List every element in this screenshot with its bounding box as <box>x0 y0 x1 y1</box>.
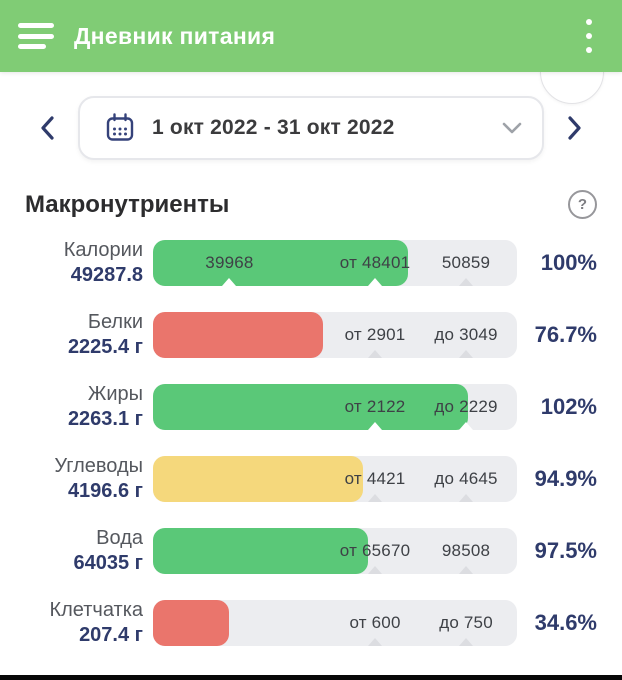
nutrient-row: Клетчатка 207.4 г от 600 до 750 34.6% <box>25 587 597 659</box>
nutrient-progress-fill <box>153 384 468 430</box>
date-selector-row: 1 окт 2022 - 31 окт 2022 <box>30 96 592 160</box>
nutrient-value: 207.4 г <box>79 624 143 646</box>
nutrient-labels: Углеводы 4196.6 г <box>25 454 153 504</box>
calendar-icon <box>104 112 136 144</box>
nutrient-labels: Белки 2225.4 г <box>25 310 153 360</box>
nutrient-progress-fill <box>153 456 364 502</box>
nutrient-progress-fill <box>153 600 230 646</box>
bar-marker-label: до 2229 <box>434 397 498 416</box>
bar-marker-notch <box>368 638 383 646</box>
nutrient-percent: 97.5% <box>534 538 597 563</box>
system-navigation-bar <box>0 675 622 680</box>
nutrient-progress-bar: от 4421 до 4645 <box>153 456 517 502</box>
bar-marker-label: от 600 <box>349 613 401 632</box>
nutrient-percent: 94.9% <box>534 466 597 491</box>
chevron-right-icon <box>568 116 581 140</box>
bar-marker-notch <box>368 278 383 286</box>
more-options-icon[interactable] <box>574 17 604 55</box>
bar-marker-notch <box>459 422 474 430</box>
bar-marker-notch <box>459 566 474 574</box>
nutrient-row: Вода 64035 г от 65670 98508 97.5% <box>25 515 597 587</box>
nutrient-row: Белки 2225.4 г от 2901 до 3049 76.7% <box>25 299 597 371</box>
nutrient-progress-bar: от 600 до 750 <box>153 600 517 646</box>
nutrient-progress-fill <box>153 240 408 286</box>
bar-marker-notch <box>368 422 383 430</box>
date-range-picker[interactable]: 1 окт 2022 - 31 окт 2022 <box>78 96 544 160</box>
nutrient-row: Жиры 2263.1 г от 2122 до 2229 102% <box>25 371 597 443</box>
chevron-left-icon <box>41 116 54 140</box>
nutrient-value: 2225.4 г <box>67 336 143 358</box>
bar-marker-notch <box>368 350 383 358</box>
nutrient-name: Жиры <box>87 383 143 405</box>
bar-marker-notch <box>459 638 474 646</box>
bar-marker-notch <box>459 494 474 502</box>
nutrient-labels: Клетчатка 207.4 г <box>25 598 153 648</box>
nutrient-labels: Вода 64035 г <box>25 526 153 576</box>
nutrient-rows: Калории 49287.8 39968 от 48401 50859 100% Белк… <box>25 227 597 659</box>
date-range-label: 1 окт 2022 - 31 окт 2022 <box>152 116 395 139</box>
nutrient-value: 49287.8 <box>70 264 143 286</box>
bar-marker-label: от 48401 <box>339 253 411 272</box>
nutrient-progress-bar: 39968 от 48401 50859 <box>153 240 517 286</box>
bar-marker-label: 98508 <box>441 541 491 560</box>
app-bar: Дневник питания <box>0 0 622 72</box>
nutrient-name: Вода <box>96 527 143 549</box>
bar-marker-label: до 3049 <box>434 325 498 344</box>
bar-marker-notch <box>368 566 383 574</box>
nutrient-progress-fill <box>153 528 368 574</box>
nutrient-labels: Жиры 2263.1 г <box>25 382 153 432</box>
nutrient-labels: Калории 49287.8 <box>25 238 153 288</box>
nutrient-progress-bar: от 2901 до 3049 <box>153 312 517 358</box>
nutrient-progress-bar: от 2122 до 2229 <box>153 384 517 430</box>
nutrient-row: Калории 49287.8 39968 от 48401 50859 100% <box>25 227 597 299</box>
nutrient-value: 2263.1 г <box>67 408 143 430</box>
prev-period-button[interactable] <box>30 108 64 148</box>
next-period-button[interactable] <box>558 108 592 148</box>
nutrient-percent: 102% <box>540 394 597 419</box>
nutrient-value: 4196.6 г <box>67 480 143 502</box>
bar-marker-label: до 4645 <box>434 469 498 488</box>
nutrient-name: Углеводы <box>54 455 143 477</box>
app-title: Дневник питания <box>74 22 276 49</box>
bar-marker-notch <box>368 494 383 502</box>
bar-marker-label: от 4421 <box>344 469 406 488</box>
help-icon[interactable]: ? <box>568 190 597 219</box>
bar-marker-label: 50859 <box>441 253 491 272</box>
section-header: Макронутриенты ? <box>25 190 597 219</box>
nutrient-percent: 34.6% <box>534 610 597 635</box>
bar-marker-label: от 65670 <box>339 541 411 560</box>
nutrient-row: Углеводы 4196.6 г от 4421 до 4645 94.9% <box>25 443 597 515</box>
nutrient-value: 64035 г <box>73 552 143 574</box>
bar-marker-label: от 2901 <box>344 325 406 344</box>
bar-marker-label: от 2122 <box>344 397 406 416</box>
section-title: Макронутриенты <box>25 190 230 218</box>
bar-marker-label: до 750 <box>439 613 493 632</box>
nutrient-name: Калории <box>63 239 143 261</box>
bar-marker-label: 39968 <box>205 253 254 272</box>
chevron-down-icon <box>500 120 524 136</box>
menu-icon[interactable] <box>18 23 54 49</box>
nutrient-progress-fill <box>153 312 324 358</box>
bar-marker-notch <box>459 350 474 358</box>
nutrient-progress-bar: от 65670 98508 <box>153 528 517 574</box>
bar-marker-notch <box>459 278 474 286</box>
nutrient-percent: 76.7% <box>534 322 597 347</box>
nutrient-percent: 100% <box>540 250 597 275</box>
nutrient-name: Белки <box>87 311 143 333</box>
nutrient-name: Клетчатка <box>49 599 143 621</box>
bar-marker-notch <box>222 278 237 286</box>
